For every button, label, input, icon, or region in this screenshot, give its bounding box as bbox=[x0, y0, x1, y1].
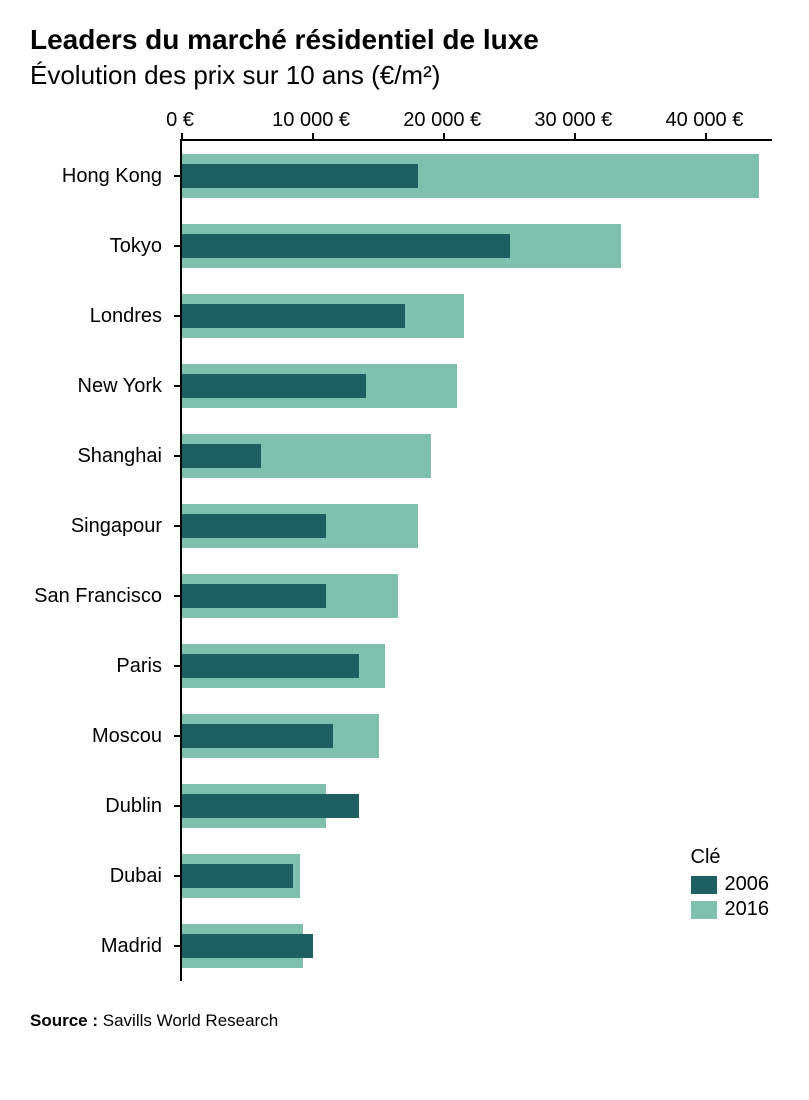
y-tick-mark bbox=[174, 875, 182, 877]
legend-item: 2006 bbox=[691, 873, 770, 896]
legend-label: 2006 bbox=[725, 873, 770, 896]
category-label: Dubai bbox=[22, 841, 172, 911]
category-label: Paris bbox=[22, 631, 172, 701]
chart-row: Tokyo bbox=[182, 211, 772, 281]
x-tick-label: 30 000 € bbox=[534, 109, 612, 132]
y-tick-mark bbox=[174, 945, 182, 947]
category-label: Madrid bbox=[22, 911, 172, 981]
bar-2006 bbox=[182, 864, 293, 888]
y-tick-mark bbox=[174, 735, 182, 737]
x-tick-label: 20 000 € bbox=[403, 109, 481, 132]
bar-2006 bbox=[182, 164, 418, 188]
source-value: Savills World Research bbox=[103, 1011, 278, 1030]
y-tick-mark bbox=[174, 385, 182, 387]
x-tick-label: 0 € bbox=[166, 109, 194, 132]
bar-2006 bbox=[182, 374, 366, 398]
chart-subtitle: Évolution des prix sur 10 ans (€/m²) bbox=[30, 60, 779, 91]
x-tick-mark bbox=[705, 133, 707, 141]
x-axis-labels: 0 €10 000 €20 000 €30 000 €40 000 € bbox=[180, 109, 770, 139]
x-tick-mark bbox=[574, 133, 576, 141]
category-label: New York bbox=[22, 351, 172, 421]
x-tick-mark bbox=[312, 133, 314, 141]
chart-row: San Francisco bbox=[182, 561, 772, 631]
y-tick-mark bbox=[174, 455, 182, 457]
chart-row: Singapour bbox=[182, 491, 772, 561]
y-tick-mark bbox=[174, 595, 182, 597]
y-tick-mark bbox=[174, 175, 182, 177]
chart-row: Paris bbox=[182, 631, 772, 701]
chart-row: Dubai bbox=[182, 841, 772, 911]
category-label: Londres bbox=[22, 281, 172, 351]
source-line: Source : Savills World Research bbox=[30, 1011, 779, 1031]
category-label: Singapour bbox=[22, 491, 172, 561]
chart-row: Madrid bbox=[182, 911, 772, 981]
legend-swatch bbox=[691, 876, 717, 894]
plot-area: Hong KongTokyoLondresNew YorkShanghaiSin… bbox=[180, 139, 772, 981]
x-tick-label: 10 000 € bbox=[272, 109, 350, 132]
chart-container: Leaders du marché résidentiel de luxe Év… bbox=[0, 0, 809, 1061]
chart-row: Shanghai bbox=[182, 421, 772, 491]
source-label: Source : bbox=[30, 1011, 98, 1030]
category-label: Shanghai bbox=[22, 421, 172, 491]
y-tick-mark bbox=[174, 805, 182, 807]
category-label: Hong Kong bbox=[22, 141, 172, 211]
bar-2006 bbox=[182, 304, 405, 328]
bar-2006 bbox=[182, 514, 326, 538]
bar-2006 bbox=[182, 934, 313, 958]
bar-2006 bbox=[182, 584, 326, 608]
category-label: San Francisco bbox=[22, 561, 172, 631]
chart: 0 € 10 000 € 20 000 € 30 000 € 40 000 € Hong… bbox=[30, 109, 779, 981]
bar-2006 bbox=[182, 444, 261, 468]
chart-row: New York bbox=[182, 351, 772, 421]
bar-2006 bbox=[182, 724, 333, 748]
x-tick-mark bbox=[443, 133, 445, 141]
y-tick-mark bbox=[174, 665, 182, 667]
bar-2006 bbox=[182, 794, 359, 818]
legend-item: 2016 bbox=[691, 898, 770, 921]
chart-row: Londres bbox=[182, 281, 772, 351]
category-label: Tokyo bbox=[22, 211, 172, 281]
y-tick-mark bbox=[174, 245, 182, 247]
category-label: Moscou bbox=[22, 701, 172, 771]
legend: Clé 20062016 bbox=[691, 846, 770, 921]
y-tick-mark bbox=[174, 315, 182, 317]
bar-2006 bbox=[182, 654, 359, 678]
y-tick-mark bbox=[174, 525, 182, 527]
x-tick-mark bbox=[181, 133, 183, 141]
legend-swatch bbox=[691, 901, 717, 919]
x-tick-label: 40 000 € bbox=[666, 109, 744, 132]
legend-label: 2016 bbox=[725, 898, 770, 921]
legend-title: Clé bbox=[691, 846, 770, 869]
bar-2006 bbox=[182, 234, 510, 258]
chart-row: Moscou bbox=[182, 701, 772, 771]
category-label: Dublin bbox=[22, 771, 172, 841]
chart-row: Dublin bbox=[182, 771, 772, 841]
chart-row: Hong Kong bbox=[182, 141, 772, 211]
chart-title: Leaders du marché résidentiel de luxe bbox=[30, 24, 779, 56]
